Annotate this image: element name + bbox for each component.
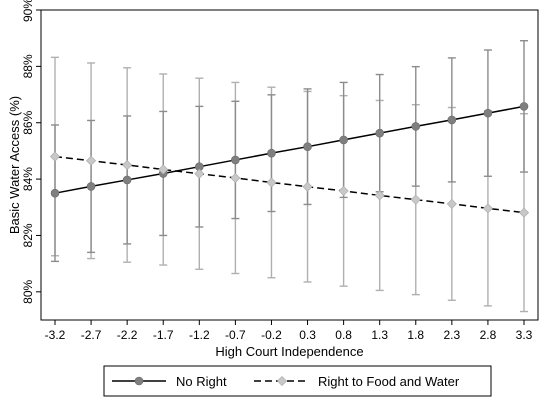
legend-marker-no-right — [134, 376, 144, 386]
data-point — [266, 177, 277, 188]
legend-item-no-right: No Right — [112, 374, 227, 389]
data-point — [410, 194, 421, 205]
data-point — [302, 181, 313, 192]
legend-label-right-to-food-and-water: Right to Food and Water — [318, 374, 460, 389]
legend: No Right Right to Food and Water — [103, 365, 492, 397]
y-tick-label: 88% — [21, 54, 35, 78]
plot-frame — [40, 9, 539, 321]
plot-area: 80% 82% 84% 86% 88% 90% -3.2 -2.7 -2.2 -1.7 -1.2 -0… — [21, 0, 539, 342]
series-points-right-to-food-and-water — [49, 151, 530, 218]
x-tick-label: -2.7 — [81, 328, 102, 342]
series-points-no-right — [50, 102, 529, 198]
legend-marker-right-to-food-and-water — [276, 375, 288, 387]
data-point — [267, 148, 276, 158]
x-tick-label: 0.8 — [335, 328, 352, 342]
series-line-no-right — [54, 105, 525, 194]
x-tick-label: 2.3 — [444, 328, 461, 342]
data-point — [519, 102, 529, 111]
x-tick-label: -2.2 — [117, 328, 138, 342]
y-axis-title: Basic Water Access (%) — [7, 96, 22, 234]
data-point — [122, 175, 132, 185]
x-tick-label: 1.8 — [407, 328, 424, 342]
data-point — [303, 142, 312, 151]
x-tick-label: -0.7 — [225, 328, 246, 342]
x-tick-label: -1.2 — [189, 328, 210, 342]
series-line-right-to-food-and-water — [54, 155, 525, 214]
x-tick-label: -3.2 — [45, 328, 66, 342]
y-tick-label: 86% — [21, 110, 35, 134]
legend-label-no-right: No Right — [176, 374, 227, 389]
y-tick-label: 82% — [21, 223, 35, 247]
data-point — [338, 185, 349, 196]
data-point — [374, 190, 385, 201]
errorbars-no-right — [51, 40, 528, 263]
y-tick-label: 84% — [21, 167, 35, 191]
x-axis-title: High Court Independence — [215, 344, 363, 359]
data-point — [447, 115, 457, 125]
data-point — [49, 151, 61, 162]
x-tick-label: 3.3 — [516, 328, 533, 342]
y-tick-label: 80% — [21, 279, 35, 303]
data-point — [339, 135, 348, 145]
data-point — [230, 172, 241, 183]
legend-box — [103, 365, 492, 397]
data-point — [158, 164, 169, 175]
data-point — [231, 155, 240, 165]
data-point — [483, 108, 493, 118]
data-point — [446, 198, 457, 209]
x-tick-label: 2.8 — [480, 328, 497, 342]
data-point — [122, 159, 133, 171]
x-tick-label: 1.3 — [371, 328, 388, 342]
data-point — [194, 168, 205, 179]
y-tick-label: 90% — [21, 0, 35, 22]
x-tick-label: 0.3 — [299, 328, 316, 342]
legend-item-right-to-food-and-water: Right to Food and Water — [254, 374, 460, 389]
x-tick-label: -0.2 — [261, 328, 282, 342]
data-point — [86, 155, 97, 166]
data-point — [518, 207, 530, 218]
x-tick-label: -1.7 — [153, 328, 174, 342]
data-point — [482, 203, 493, 214]
data-point — [50, 188, 60, 198]
data-point — [375, 128, 384, 138]
data-point — [411, 122, 421, 131]
data-point — [86, 182, 96, 191]
